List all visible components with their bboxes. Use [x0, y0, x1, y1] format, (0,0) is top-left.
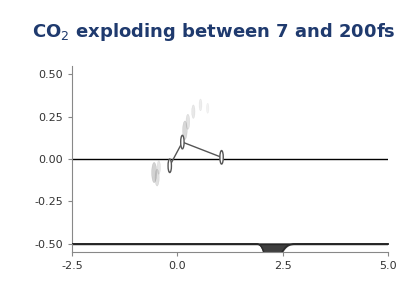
- Circle shape: [186, 114, 190, 129]
- Circle shape: [157, 161, 160, 174]
- Circle shape: [155, 169, 159, 186]
- Circle shape: [199, 99, 202, 111]
- Circle shape: [206, 103, 209, 113]
- Circle shape: [168, 159, 172, 172]
- Circle shape: [152, 162, 157, 183]
- Circle shape: [192, 105, 195, 119]
- Circle shape: [220, 151, 223, 164]
- Text: CO$_2$ exploding between 7 and 200fs: CO$_2$ exploding between 7 and 200fs: [32, 21, 396, 43]
- Circle shape: [182, 121, 187, 140]
- Circle shape: [181, 135, 184, 149]
